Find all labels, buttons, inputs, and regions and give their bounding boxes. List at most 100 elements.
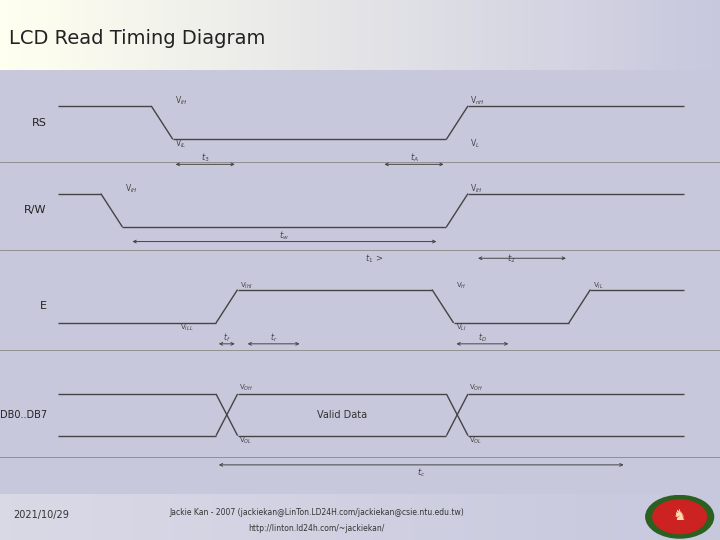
Bar	[349, 0, 353, 70]
Bar	[691, 494, 695, 540]
Bar	[688, 0, 691, 70]
Text: V$_{IH}$: V$_{IH}$	[470, 183, 483, 195]
Bar	[97, 0, 101, 70]
Bar	[713, 0, 716, 70]
Bar	[587, 494, 590, 540]
Bar	[112, 0, 115, 70]
Text: t$_w$: t$_w$	[279, 229, 289, 241]
Bar	[472, 0, 475, 70]
Bar	[310, 0, 313, 70]
Bar	[706, 0, 709, 70]
Bar	[454, 0, 457, 70]
Text: V$_{OH}$: V$_{OH}$	[239, 383, 253, 393]
Bar	[306, 0, 310, 70]
Bar	[54, 494, 58, 540]
Bar	[299, 0, 302, 70]
Bar	[378, 0, 382, 70]
Bar	[173, 494, 176, 540]
Bar	[133, 494, 137, 540]
Bar	[194, 0, 198, 70]
Bar	[18, 494, 22, 540]
Bar	[544, 0, 547, 70]
Bar	[245, 494, 248, 540]
Bar	[601, 494, 605, 540]
Bar	[529, 0, 533, 70]
Bar	[248, 494, 252, 540]
Bar	[317, 494, 320, 540]
Bar	[43, 494, 47, 540]
Bar	[443, 0, 446, 70]
Bar	[706, 494, 709, 540]
Bar	[482, 0, 486, 70]
Bar	[266, 494, 270, 540]
Bar	[396, 494, 400, 540]
Bar	[655, 0, 659, 70]
Bar	[50, 0, 54, 70]
Bar	[25, 494, 29, 540]
Bar	[479, 0, 482, 70]
Bar	[439, 494, 443, 540]
Bar	[266, 0, 270, 70]
Bar	[209, 0, 212, 70]
Bar	[61, 494, 65, 540]
Bar	[662, 494, 666, 540]
Bar	[464, 494, 468, 540]
Bar	[698, 0, 702, 70]
Bar	[209, 494, 212, 540]
Bar	[205, 0, 209, 70]
Bar	[137, 494, 140, 540]
Bar	[140, 494, 144, 540]
Text: E: E	[40, 301, 47, 311]
Text: V$_{IL}$: V$_{IL}$	[593, 281, 603, 291]
Bar	[356, 494, 360, 540]
Bar	[238, 0, 241, 70]
Bar	[302, 494, 306, 540]
Bar	[90, 0, 94, 70]
Bar	[475, 494, 479, 540]
Bar	[227, 0, 230, 70]
Bar	[256, 0, 259, 70]
Bar	[716, 0, 720, 70]
Bar	[234, 494, 238, 540]
Bar	[151, 494, 155, 540]
Bar	[648, 0, 652, 70]
Bar	[342, 0, 346, 70]
Bar	[608, 494, 612, 540]
Bar	[580, 0, 583, 70]
Bar	[677, 0, 680, 70]
Bar	[313, 0, 317, 70]
Bar	[277, 0, 281, 70]
Bar	[569, 494, 572, 540]
Bar	[281, 0, 284, 70]
Bar	[652, 0, 655, 70]
Bar	[709, 494, 713, 540]
Bar	[659, 494, 662, 540]
Bar	[670, 494, 673, 540]
Bar	[331, 494, 335, 540]
Bar	[40, 0, 43, 70]
Bar	[472, 494, 475, 540]
Bar	[230, 494, 234, 540]
Text: Jackie Kan - 2007 (jackiekan@LinTon.LD24H.com/jackiekan@csie.ntu.edu.tw): Jackie Kan - 2007 (jackiekan@LinTon.LD24…	[169, 508, 464, 517]
Bar	[83, 494, 86, 540]
Bar	[270, 0, 274, 70]
Bar	[673, 494, 677, 540]
Text: ♞: ♞	[673, 508, 686, 523]
Bar	[554, 0, 558, 70]
Bar	[86, 0, 90, 70]
Bar	[274, 0, 277, 70]
Bar	[72, 494, 76, 540]
Bar	[536, 494, 540, 540]
Bar	[479, 494, 482, 540]
Text: V$_{IL}$: V$_{IL}$	[175, 137, 186, 150]
Bar	[572, 494, 576, 540]
Bar	[158, 494, 162, 540]
Bar	[619, 494, 623, 540]
Bar	[216, 494, 220, 540]
Bar	[284, 494, 288, 540]
Bar	[320, 494, 324, 540]
Bar	[259, 494, 263, 540]
Bar	[108, 494, 112, 540]
Bar	[310, 494, 313, 540]
Bar	[94, 494, 97, 540]
